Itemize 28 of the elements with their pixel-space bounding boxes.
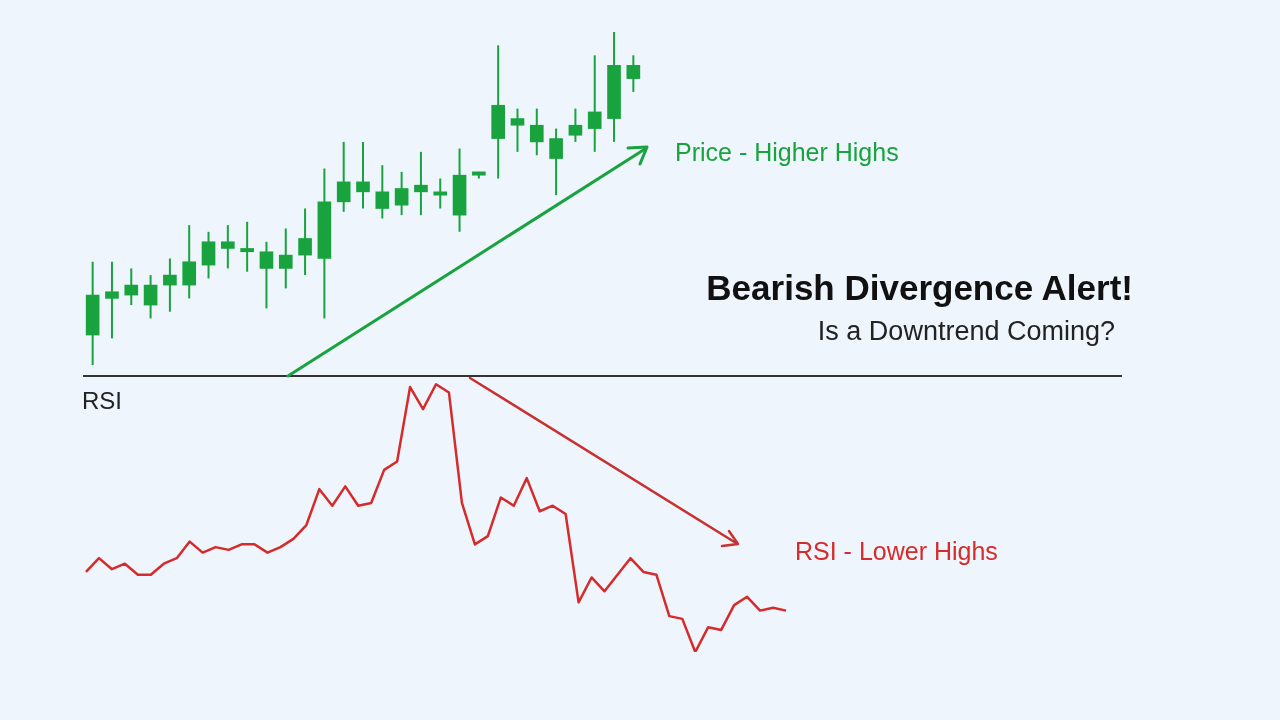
candlestick (298, 207, 312, 277)
candlestick (510, 107, 525, 153)
candlestick (182, 224, 197, 300)
candlestick (433, 177, 448, 210)
candlestick (414, 150, 428, 217)
candlestick (221, 224, 235, 270)
candlestick (336, 140, 351, 213)
candlestick (124, 267, 139, 307)
candlestick (375, 164, 390, 220)
candlestick (278, 227, 293, 290)
text: Is a Downtrend Coming? (817, 316, 1115, 347)
candlestick (626, 54, 641, 93)
candlestick (529, 107, 544, 157)
text: Bearish Divergence Alert! (706, 268, 1133, 308)
candlestick (105, 260, 119, 340)
candlestick (143, 274, 158, 320)
candlestick (394, 170, 409, 217)
candlestick (356, 140, 370, 210)
text: RSI (82, 387, 123, 415)
candlestick (549, 127, 563, 197)
candlestick (587, 54, 602, 153)
text: Price - Higher Highs (675, 138, 899, 167)
candlestick (259, 240, 274, 310)
candlestick (163, 257, 177, 313)
candlestick (568, 107, 583, 143)
text: RSI - Lower Highs (795, 537, 998, 566)
candlestick (201, 230, 216, 280)
candlestick (240, 220, 254, 273)
